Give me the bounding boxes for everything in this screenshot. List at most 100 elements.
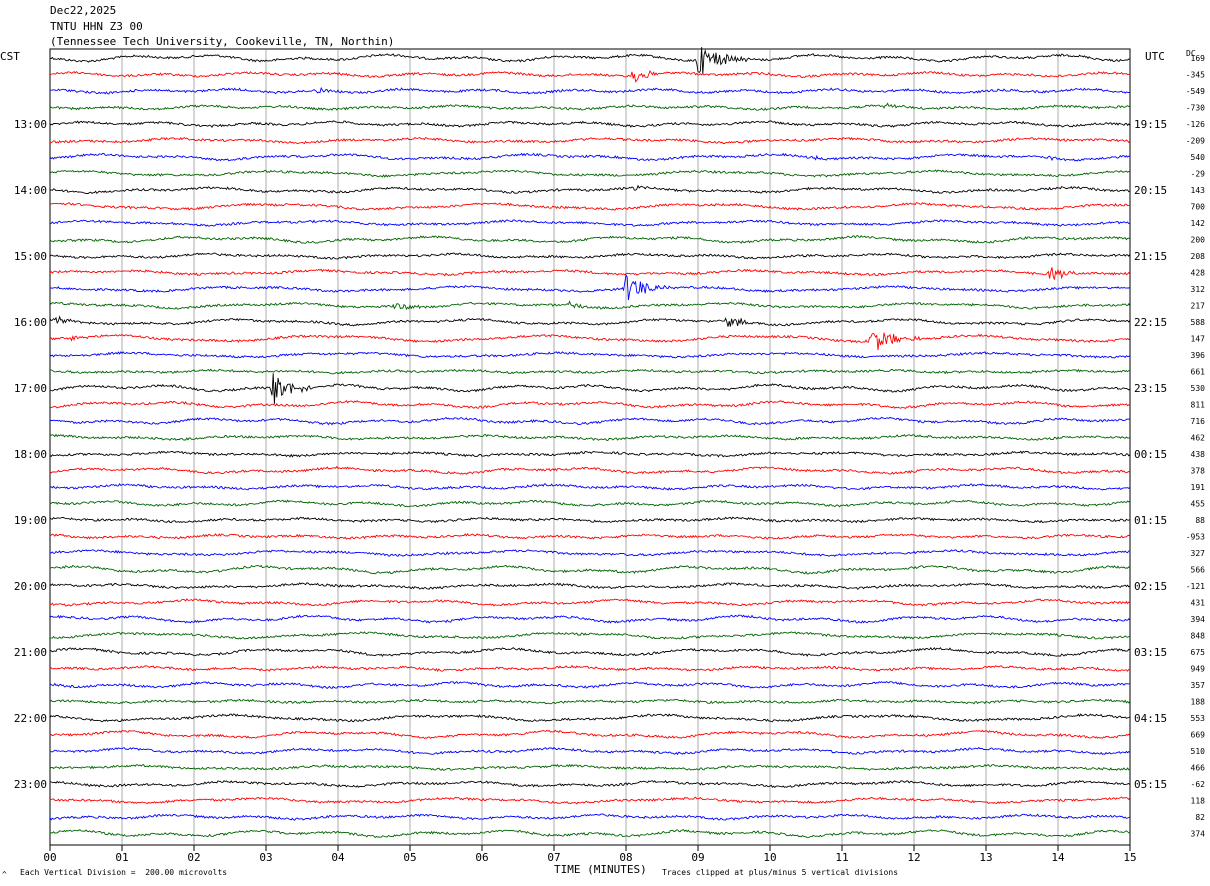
trace-line: [49, 169, 1131, 178]
trace-line: [49, 136, 1131, 145]
right-hour-label: 22:15: [1134, 316, 1167, 329]
dc-offset-label: 147: [1191, 335, 1206, 344]
x-tick-label: 03: [259, 851, 272, 864]
trace-line: [49, 351, 1131, 359]
left-hour-label: 17:00: [14, 382, 47, 395]
dc-offset-label: 142: [1191, 219, 1206, 228]
trace-line: [49, 698, 1131, 705]
dc-offset-label: -730: [1186, 104, 1205, 113]
dc-offset-label: -126: [1186, 120, 1205, 129]
trace-line: [49, 120, 1131, 128]
left-hour-label: 14:00: [14, 184, 47, 197]
dc-offset-label: 848: [1191, 632, 1206, 641]
right-hour-label: 04:15: [1134, 712, 1167, 725]
dc-offset-label: 217: [1191, 302, 1206, 311]
dc-offset-label: -209: [1186, 137, 1205, 146]
x-tick-label: 13: [979, 851, 992, 864]
trace-line: [49, 315, 1131, 327]
trace-line: [49, 646, 1131, 658]
trace-line: [49, 482, 1131, 491]
x-axis-label: TIME (MINUTES): [554, 863, 647, 876]
trace-line: [49, 729, 1131, 740]
trace-line: [49, 267, 1131, 280]
dc-offset-label: 394: [1191, 615, 1206, 624]
right-hour-label: 21:15: [1134, 250, 1167, 263]
dc-offset-label: 188: [1191, 698, 1206, 707]
grid-lines: [121, 49, 1059, 845]
traces: [49, 47, 1131, 839]
dc-offset-label: 462: [1191, 434, 1206, 443]
dc-offset-label: 588: [1191, 318, 1206, 327]
x-tick-label: 02: [187, 851, 200, 864]
dc-offset-label: 82: [1195, 813, 1205, 822]
right-hour-label: 02:15: [1134, 580, 1167, 593]
left-timezone-label: CST: [0, 50, 20, 63]
dc-offset-label: 200: [1191, 236, 1206, 245]
trace-line: [49, 219, 1131, 227]
x-tick-label: 09: [691, 851, 704, 864]
dc-offset-label: 438: [1191, 450, 1206, 459]
left-hour-label: 13:00: [14, 118, 47, 131]
trace-line: [49, 86, 1130, 95]
dc-offset-label: 327: [1191, 549, 1206, 558]
x-ticks: 00 01 02 03 04 05 06 07 08 09 10 11 12 13 14 15: [43, 845, 1137, 864]
chart-title: TNTU HHN Z3 00: [50, 20, 143, 33]
right-hour-label: 23:15: [1134, 382, 1167, 395]
trace-line: [49, 631, 1131, 640]
trace-line: [49, 829, 1131, 839]
right-hour-label: 03:15: [1134, 646, 1167, 659]
x-tick-label: 12: [907, 851, 920, 864]
dc-offset-label: -345: [1186, 71, 1205, 80]
x-tick-label: 15: [1123, 851, 1136, 864]
trace-line: [49, 152, 1130, 162]
trace-line: [49, 516, 1131, 524]
trace-line: [49, 796, 1131, 805]
dc-offset-label: -121: [1186, 582, 1205, 591]
x-tick-label: 11: [835, 851, 848, 864]
trace-line: [49, 416, 1131, 426]
trace-line: [49, 47, 1131, 75]
trace-line: [49, 763, 1131, 771]
dc-offset-label: -62: [1191, 780, 1206, 789]
right-hour-label: 19:15: [1134, 118, 1167, 131]
dc-offset-label: 675: [1191, 648, 1206, 657]
chart-subtitle: (Tennessee Tech University, Cookeville, …: [50, 35, 395, 48]
x-tick-label: 04: [331, 851, 345, 864]
dc-offset-label: 716: [1191, 417, 1206, 426]
trace-line: [49, 399, 1131, 409]
trace-line: [49, 450, 1131, 458]
trace-line: [49, 465, 1131, 475]
right-timezone-label: UTC: [1145, 50, 1165, 63]
trace-line: [49, 102, 1131, 111]
dc-offset-label: 143: [1191, 186, 1206, 195]
x-tick-label: 10: [763, 851, 776, 864]
trace-line: [49, 598, 1131, 607]
trace-line: [49, 582, 1131, 590]
trace-line: [49, 373, 1131, 404]
clip-note: Traces clipped at plus/minus 5 vertical …: [662, 868, 899, 877]
dc-offset-label: 431: [1191, 599, 1206, 608]
trace-line: [49, 433, 1131, 441]
trace-line: [49, 532, 1131, 540]
trace-line: [49, 813, 1131, 821]
left-hour-label: 22:00: [14, 712, 47, 725]
x-tick-label: 08: [619, 851, 632, 864]
trace-line: [49, 680, 1131, 689]
left-hour-label: 15:00: [14, 250, 47, 263]
trace-line: [49, 499, 1131, 508]
dc-label: DC: [1186, 49, 1196, 58]
right-hour-label: 01:15: [1134, 514, 1167, 527]
trace-line: [49, 202, 1131, 211]
dc-offset-labels: 169 -345 -549 -730 -126 -209 540 -29 143 700 142 20…: [1186, 54, 1205, 839]
trace-line: [49, 564, 1131, 575]
x-tick-label: 01: [115, 851, 128, 864]
right-hour-labels: 19:15 20:15 21:15 22:15 23:15 00:15 01:15 02:15…: [1134, 118, 1167, 791]
dc-offset-label: 700: [1191, 203, 1206, 212]
trace-line: [49, 273, 1131, 301]
dc-offset-label: 455: [1191, 500, 1206, 509]
dc-offset-label: 208: [1191, 252, 1206, 261]
dc-offset-label: 396: [1191, 351, 1206, 360]
dc-offset-label: 661: [1191, 368, 1206, 377]
right-hour-label: 00:15: [1134, 448, 1167, 461]
